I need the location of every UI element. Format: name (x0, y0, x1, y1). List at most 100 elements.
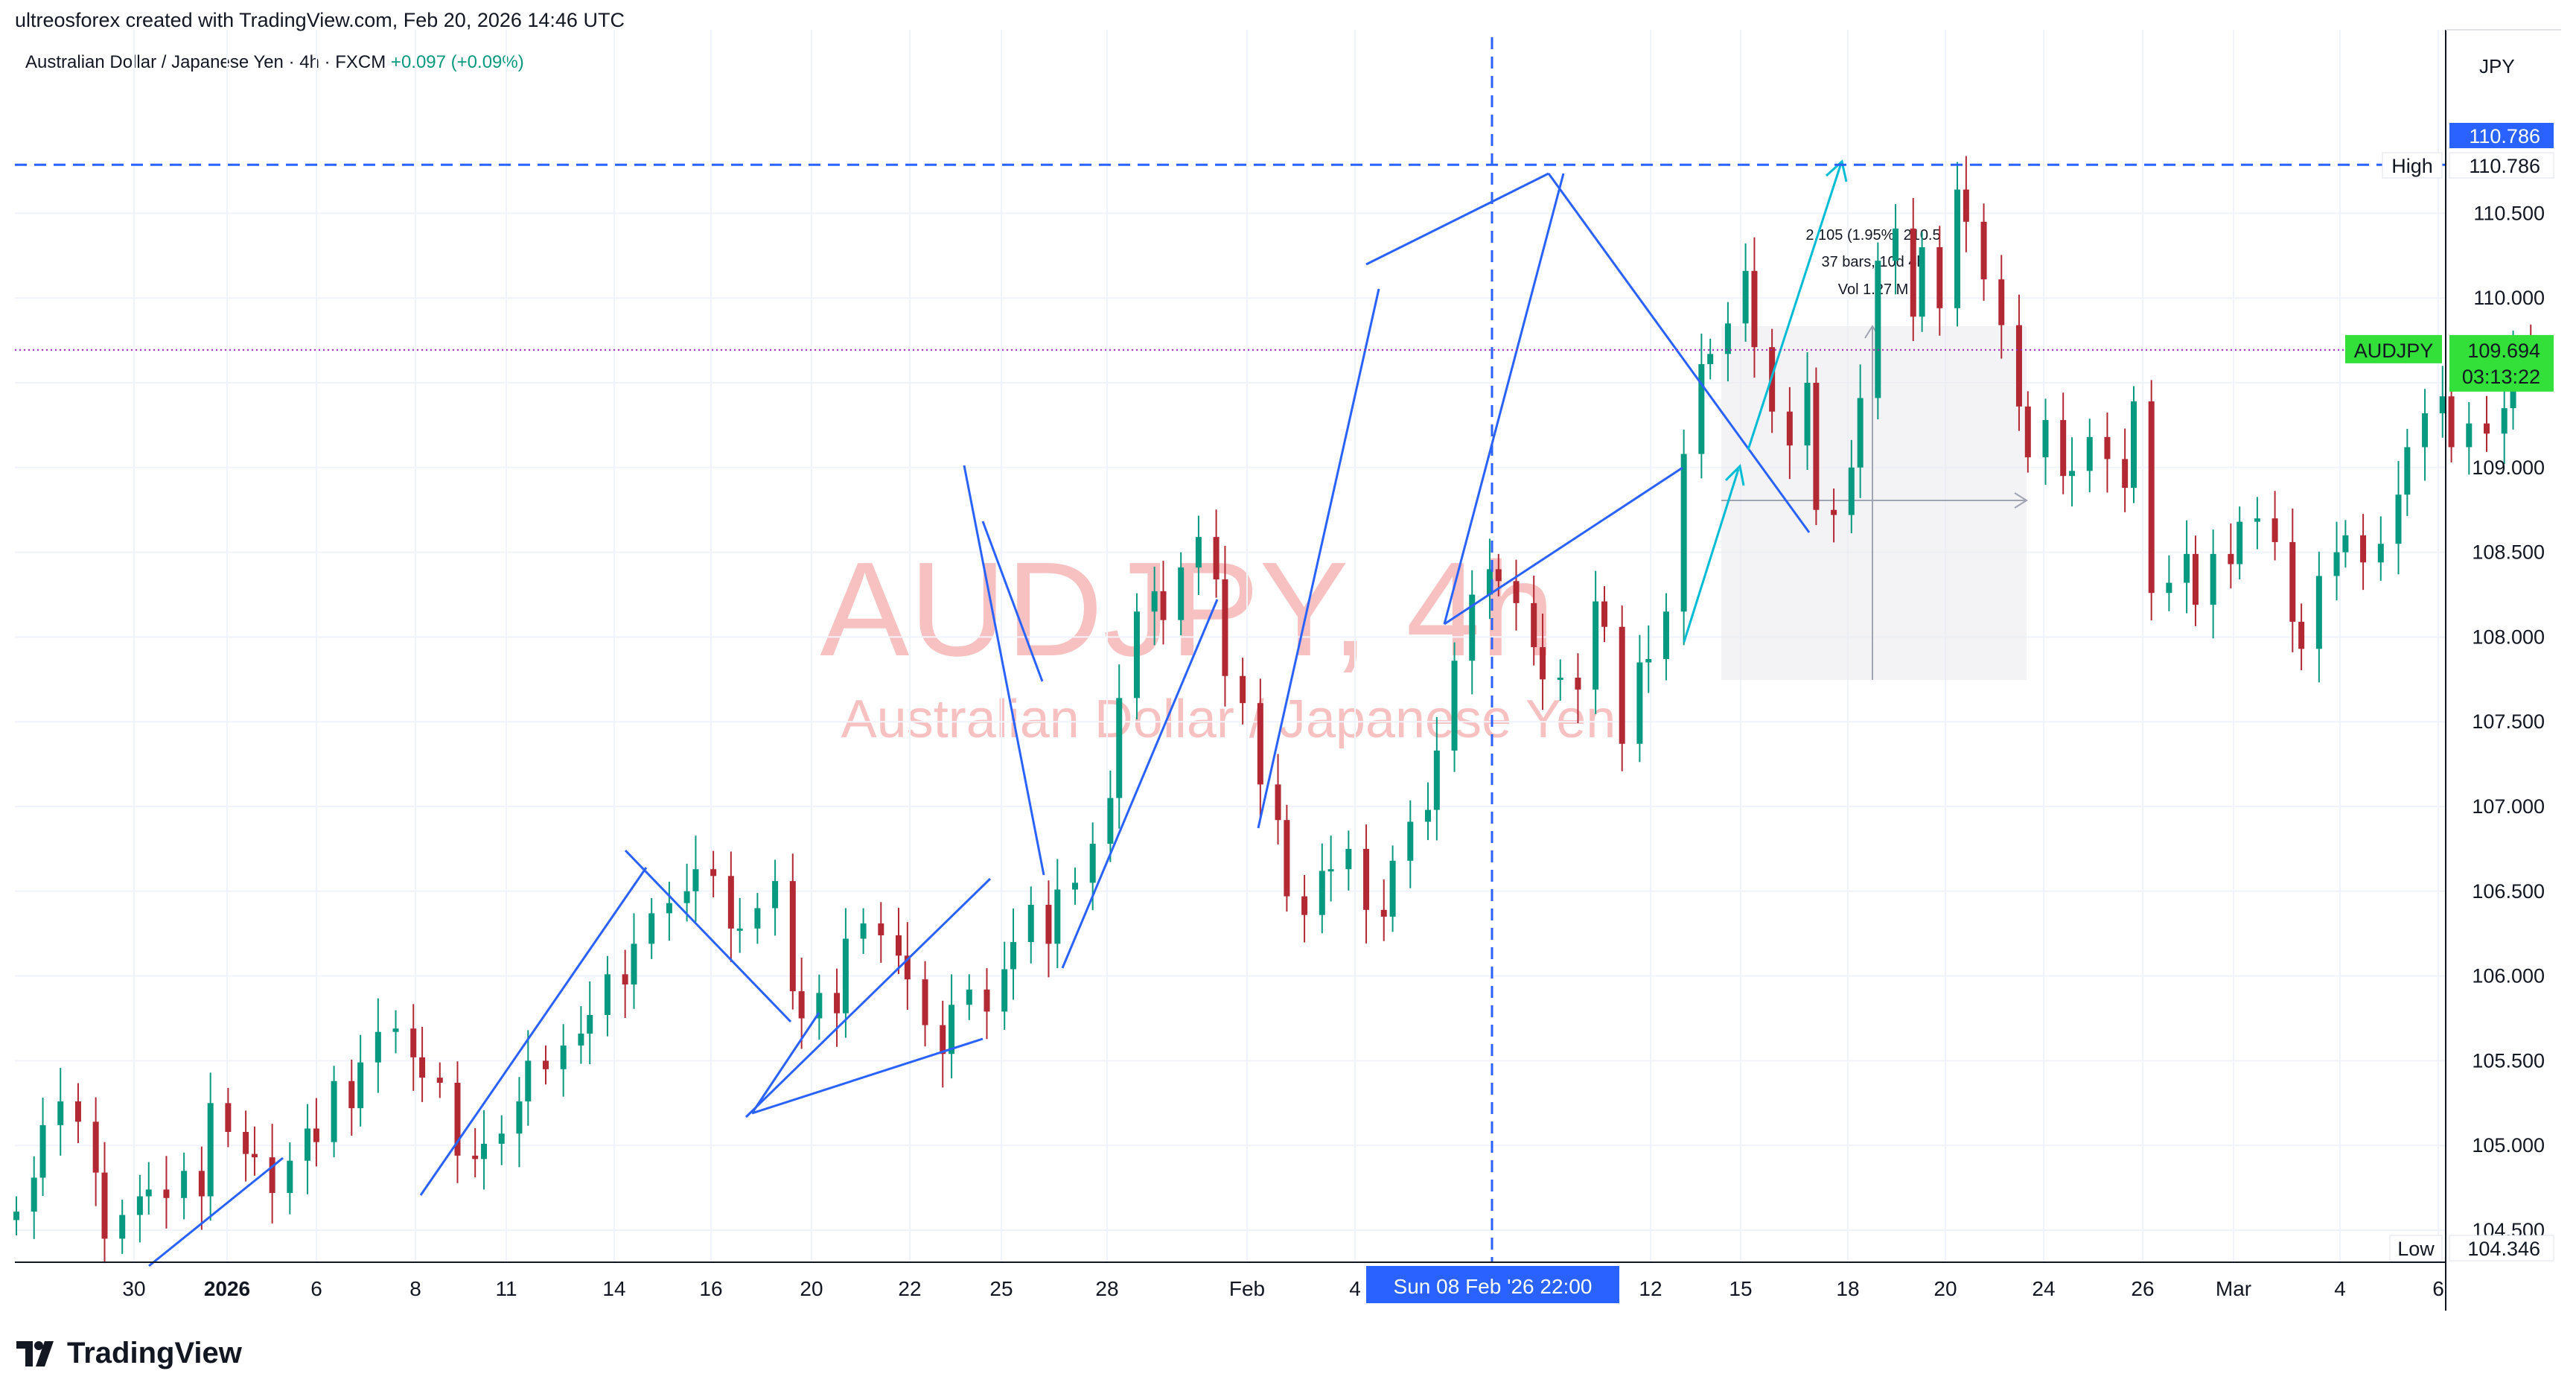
candle-body (1540, 647, 1546, 680)
symbol-description: Australian Dollar / Japanese Yen · 4h · … (25, 52, 386, 72)
candle-body (243, 1131, 249, 1154)
candle-body (1213, 537, 1220, 580)
trend-drawings[interactable] (15, 37, 2446, 1267)
price-range-measure[interactable]: 2.105 (1.95%) 210.5 37 bars, 10d 4h Vol 1.… (1721, 227, 2028, 680)
candle-body (305, 1128, 311, 1161)
candle-body (1010, 942, 1017, 970)
symbol-badge-bg (2345, 334, 2442, 363)
measure-label-1: 2.105 (1.95%) 210.5 (1805, 227, 1940, 244)
candle-body (1707, 354, 1714, 364)
candle-body (842, 938, 849, 1014)
candle-body (1301, 896, 1308, 915)
label-low-bg (2389, 1235, 2443, 1261)
candle-body (410, 1028, 417, 1057)
candle-body (516, 1101, 523, 1134)
trend-line-4 (745, 877, 992, 1119)
candle-body (2148, 401, 2155, 594)
candle-body (578, 1033, 584, 1046)
candle-body (1072, 882, 1078, 890)
candle-body (878, 923, 884, 935)
candle-body (1089, 844, 1096, 883)
projection-arrow-large (1747, 165, 1842, 451)
candle-body (1557, 678, 1563, 681)
candle-body (1804, 383, 1811, 446)
watermark-description: Australian Dollar / Japanese Yen (841, 690, 1616, 749)
candle-body (896, 935, 902, 956)
crosshair-time-bg (1366, 1266, 1619, 1303)
candle-body (2104, 436, 2111, 459)
price-tag-last: 109.694 (2467, 340, 2540, 362)
candle-body (2166, 582, 2172, 594)
candle-body (1407, 821, 1414, 861)
trend-line-14 (750, 1012, 820, 1114)
measure-box-fill (1721, 326, 2027, 680)
candle-body (2192, 553, 2199, 605)
candle-body (419, 1057, 426, 1078)
candle-body (2254, 518, 2260, 522)
candle-body (1257, 703, 1263, 785)
candle-body (1327, 869, 1334, 872)
candle-body (798, 991, 805, 1019)
candle-body (983, 989, 990, 1012)
candle-body (1980, 221, 1987, 280)
candle-body (1178, 567, 1185, 620)
y-tick-label: 110.500 (2473, 202, 2545, 224)
candle-body (2210, 553, 2216, 605)
symbol-badge: AUDJPY (2354, 340, 2434, 362)
candle-body (2086, 436, 2093, 471)
x-tick-label: 28 (1095, 1277, 1118, 1300)
candle-body (2377, 544, 2384, 563)
candle-body (269, 1157, 275, 1193)
candle-body (1513, 581, 1520, 603)
candles-layer (13, 156, 2534, 1264)
candle-body (754, 908, 761, 929)
y-tick-label: 108.000 (2472, 626, 2545, 648)
candle-body (622, 974, 628, 984)
x-tick-label: 18 (1836, 1277, 1859, 1300)
candle-body (631, 944, 637, 984)
candle-body (1363, 848, 1370, 910)
candle-body (2069, 471, 2076, 477)
tradingview-brand: TradingView (16, 1337, 242, 1370)
countdown: 03:13:22 (2462, 366, 2540, 388)
candle-body (2015, 325, 2022, 407)
candle-body (1680, 454, 1687, 612)
candle-body (119, 1215, 126, 1239)
symbol-legend[interactable]: Australian Dollar / Japanese Yen · 4h · … (25, 52, 524, 73)
candle-body (2484, 423, 2490, 434)
candle-body (2298, 621, 2305, 649)
candle-body (1469, 594, 1476, 661)
candle-body (904, 955, 911, 980)
candle-body (374, 1031, 381, 1063)
candle-body (163, 1189, 170, 1198)
candle-body (145, 1189, 152, 1197)
candle-body (789, 881, 796, 992)
candle-body (2060, 420, 2067, 477)
candle-body (1486, 569, 1493, 595)
measure-label-2: 37 bars, 10d 4h (1822, 254, 1925, 270)
y-tick-label: 109.000 (2472, 456, 2545, 479)
projection-arrow-small (1683, 468, 1740, 643)
y-tick-label: 105.000 (2472, 1134, 2545, 1156)
candle-body (13, 1211, 19, 1221)
trend-line-10 (1547, 173, 1811, 533)
trend-line-6 (963, 465, 1045, 876)
candle-body (543, 1060, 549, 1069)
y-tick-label: 108.500 (2472, 541, 2545, 564)
candle-body (1222, 579, 1228, 676)
projection-arrowhead-large (1825, 159, 1848, 182)
candle-body (1813, 383, 1820, 510)
candle-body (1495, 569, 1502, 582)
candle-body (198, 1171, 205, 1197)
x-tick-label: 2026 (204, 1277, 250, 1300)
tradingview-logo-icon (16, 1340, 54, 1366)
watermark-symbol: AUDJPY, 4h (820, 535, 1555, 684)
y-tick-label: 110.000 (2473, 287, 2545, 309)
candle-body (1389, 860, 1396, 917)
candle-body (1433, 750, 1440, 810)
y-tick-label: 105.500 (2472, 1049, 2545, 1072)
candle-body (2360, 535, 2367, 563)
x-tick-label: 14 (602, 1277, 625, 1300)
candle-body (1027, 905, 1034, 943)
